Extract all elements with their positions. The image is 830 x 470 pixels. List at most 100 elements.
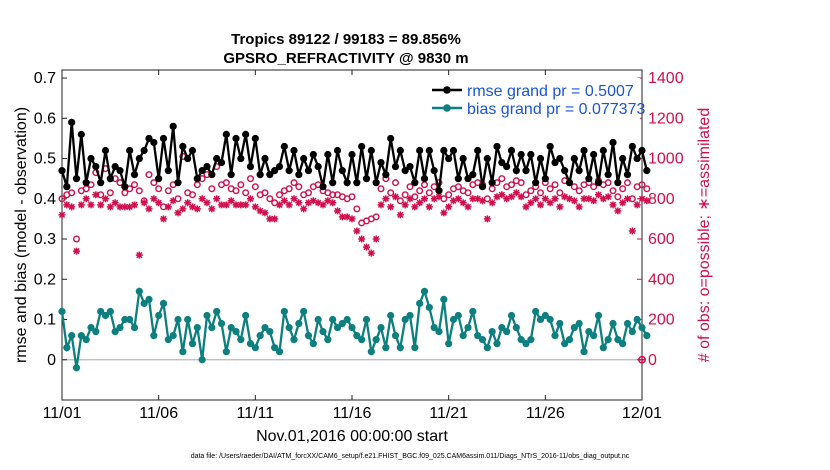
y2-tick-label-6: 1200 <box>648 110 684 127</box>
point-2-82 <box>454 183 462 191</box>
point-1-43 <box>266 327 274 336</box>
point-3-68 <box>387 203 395 211</box>
point-1-49 <box>295 319 303 328</box>
point-3-93 <box>508 193 515 201</box>
point-1-7 <box>92 327 100 336</box>
y-tick-label-2: 0.2 <box>34 271 56 288</box>
y2-tick-label-0: 0 <box>648 352 657 369</box>
y-tick-label-3: 0.3 <box>34 231 56 248</box>
point-0-102 <box>551 158 559 167</box>
point-0-34 <box>222 130 230 138</box>
point-1-16 <box>135 287 143 295</box>
point-2-120 <box>638 181 646 189</box>
legend-marker-bias <box>443 104 451 112</box>
point-1-76 <box>425 303 433 312</box>
point-0-63 <box>362 175 371 183</box>
point-1-21 <box>159 299 168 308</box>
point-3-73 <box>411 203 419 211</box>
point-1-4 <box>77 332 85 340</box>
point-3-82 <box>454 195 462 203</box>
point-1-92 <box>503 327 511 336</box>
point-0-76 <box>425 146 433 155</box>
point-0-33 <box>217 158 226 167</box>
point-1-58 <box>338 319 346 328</box>
point-1-34 <box>222 348 230 356</box>
point-2-45 <box>276 191 284 199</box>
point-0-85 <box>469 171 477 179</box>
point-3-17 <box>140 199 148 207</box>
point-1-70 <box>396 344 404 352</box>
x-tick-label-3: 11/16 <box>333 405 372 422</box>
y2-axis-label: # of obs: o=possible; ∗=assimilated <box>696 108 713 362</box>
point-1-37 <box>237 336 245 344</box>
point-0-32 <box>213 154 221 163</box>
point-1-23 <box>169 332 177 340</box>
point-0-101 <box>546 142 554 151</box>
point-2-65 <box>372 213 380 221</box>
point-0-83 <box>459 154 467 163</box>
point-1-71 <box>401 315 409 324</box>
point-0-42 <box>261 154 269 163</box>
point-3-31 <box>208 205 216 213</box>
point-3-20 <box>155 199 163 207</box>
point-3-55 <box>324 197 332 205</box>
point-2-72 <box>406 183 414 191</box>
point-2-16 <box>135 187 143 195</box>
point-1-115 <box>614 336 622 344</box>
point-1-93 <box>507 311 516 320</box>
point-2-95 <box>517 179 525 187</box>
point-3-53 <box>314 199 322 207</box>
x-tick-labels: 11/01 11/06 11/11 11/16 11/21 11/26 12/01 <box>43 405 663 422</box>
point-0-75 <box>420 175 429 183</box>
point-3-84 <box>464 203 472 211</box>
point-1-100 <box>541 311 549 320</box>
point-0-80 <box>445 154 453 163</box>
point-2-114 <box>609 187 617 195</box>
point-0-26 <box>184 154 192 163</box>
point-1-22 <box>164 336 172 344</box>
point-0-113 <box>604 171 612 179</box>
point-1-50 <box>300 307 308 316</box>
point-1-108 <box>580 348 588 356</box>
point-2-56 <box>329 191 337 199</box>
point-1-39 <box>246 340 255 348</box>
point-0-12 <box>116 167 124 175</box>
point-1-1 <box>63 344 71 352</box>
point-2-39 <box>246 175 254 183</box>
point-3-104 <box>561 193 569 201</box>
point-0-4 <box>77 130 85 138</box>
point-0-74 <box>416 146 424 155</box>
point-1-10 <box>106 307 114 316</box>
point-3-90 <box>493 193 501 201</box>
point-0-7 <box>92 162 100 171</box>
point-2-110 <box>590 183 598 191</box>
point-3-43 <box>266 215 274 223</box>
point-1-41 <box>256 332 264 340</box>
point-1-0 <box>58 307 66 316</box>
point-0-112 <box>599 146 607 155</box>
point-3-39 <box>247 195 254 203</box>
point-2-116 <box>619 185 627 193</box>
point-0-109 <box>585 175 593 183</box>
point-1-75 <box>420 287 429 295</box>
point-3-37 <box>237 201 245 209</box>
point-3-95 <box>517 193 525 201</box>
y2-tick-label-5: 1000 <box>648 151 684 168</box>
point-3-59 <box>343 213 351 221</box>
point-1-67 <box>382 344 390 352</box>
point-0-67 <box>382 171 390 179</box>
point-0-59 <box>343 179 351 187</box>
point-3-92 <box>503 195 511 203</box>
point-0-106 <box>570 154 578 163</box>
point-0-22 <box>164 167 172 175</box>
point-0-19 <box>150 138 158 147</box>
point-0-93 <box>507 146 516 155</box>
point-3-13 <box>121 203 129 211</box>
point-0-60 <box>348 150 356 159</box>
point-0-45 <box>275 162 284 171</box>
point-0-121 <box>643 167 651 175</box>
point-2-99 <box>537 189 545 197</box>
point-3-62 <box>358 235 366 243</box>
x-tick-label-0: 11/01 <box>43 405 82 422</box>
point-2-42 <box>261 189 269 197</box>
